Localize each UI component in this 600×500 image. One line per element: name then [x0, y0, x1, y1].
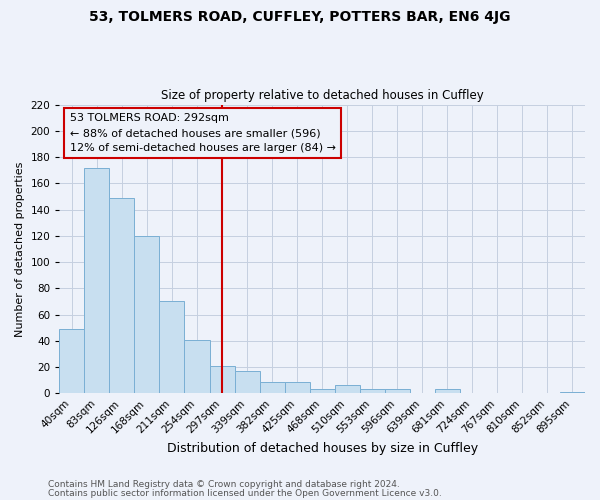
Text: 53, TOLMERS ROAD, CUFFLEY, POTTERS BAR, EN6 4JG: 53, TOLMERS ROAD, CUFFLEY, POTTERS BAR, … [89, 10, 511, 24]
Text: Contains public sector information licensed under the Open Government Licence v3: Contains public sector information licen… [48, 488, 442, 498]
Y-axis label: Number of detached properties: Number of detached properties [15, 162, 25, 336]
Title: Size of property relative to detached houses in Cuffley: Size of property relative to detached ho… [161, 89, 484, 102]
Bar [335, 386, 360, 394]
Bar [284, 382, 310, 394]
Bar [184, 340, 209, 394]
Bar [109, 198, 134, 394]
X-axis label: Distribution of detached houses by size in Cuffley: Distribution of detached houses by size … [167, 442, 478, 455]
Bar [134, 236, 160, 394]
Bar [360, 390, 385, 394]
Bar [435, 390, 460, 394]
Text: Contains HM Land Registry data © Crown copyright and database right 2024.: Contains HM Land Registry data © Crown c… [48, 480, 400, 489]
Bar [235, 371, 260, 394]
Bar [310, 390, 335, 394]
Bar [160, 302, 184, 394]
Bar [59, 329, 85, 394]
Bar [260, 382, 284, 394]
Bar [385, 390, 410, 394]
Bar [209, 366, 235, 394]
Bar [85, 168, 109, 394]
Text: 53 TOLMERS ROAD: 292sqm
← 88% of detached houses are smaller (596)
12% of semi-d: 53 TOLMERS ROAD: 292sqm ← 88% of detache… [70, 113, 336, 153]
Bar [560, 392, 585, 394]
